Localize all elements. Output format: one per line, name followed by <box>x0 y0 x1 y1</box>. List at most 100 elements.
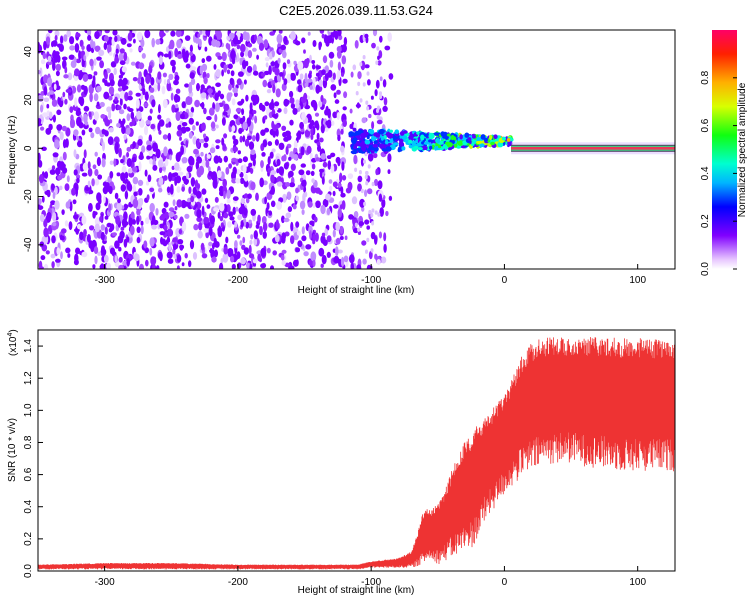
noise-mark <box>320 263 324 268</box>
noise-mark <box>235 178 241 184</box>
noise-mark <box>214 114 218 123</box>
noise-mark <box>43 218 48 228</box>
noise-mark <box>172 65 176 74</box>
colorbar-label: Normalized spectral amplitude <box>737 82 748 217</box>
noise-mark <box>207 88 213 94</box>
noise-mark <box>326 119 332 129</box>
noise-mark <box>121 165 127 175</box>
transition-mark <box>389 137 394 144</box>
noise-mark <box>315 200 321 209</box>
noise-mark <box>235 169 241 175</box>
noise-mark <box>201 122 206 131</box>
noise-mark <box>206 154 211 159</box>
noise-mark <box>181 221 187 232</box>
noise-mark <box>312 202 316 209</box>
noise-mark <box>238 127 243 134</box>
chart-title: C2E5.2026.039.11.53.G24 <box>279 3 433 18</box>
noise-mark <box>337 134 341 142</box>
noise-mark <box>326 155 332 160</box>
noise-mark <box>253 70 259 76</box>
noise-mark <box>123 203 128 211</box>
noise-mark <box>315 72 320 77</box>
noise-mark <box>61 209 65 216</box>
noise-mark <box>102 141 105 152</box>
noise-mark <box>103 254 109 263</box>
noise-mark <box>355 91 359 96</box>
noise-mark <box>223 246 228 255</box>
noise-mark <box>276 33 283 44</box>
x-tick-label: -200 <box>228 275 248 286</box>
noise-mark <box>64 220 69 227</box>
transition-mark <box>380 135 384 141</box>
noise-mark <box>50 253 56 259</box>
transition-mark <box>434 146 439 151</box>
noise-mark <box>366 225 371 230</box>
noise-mark <box>191 56 196 63</box>
noise-mark <box>209 147 216 154</box>
noise-mark <box>317 144 321 152</box>
noise-mark <box>281 215 285 224</box>
noise-mark <box>51 165 56 171</box>
noise-mark <box>331 120 335 126</box>
noise-mark <box>299 200 306 210</box>
noise-mark <box>356 264 362 269</box>
noise-mark <box>372 30 378 37</box>
noise-mark <box>342 119 348 127</box>
noise-mark <box>73 149 77 158</box>
noise-mark <box>106 106 112 113</box>
noise-mark <box>206 116 212 121</box>
noise-mark <box>112 30 118 36</box>
noise-mark <box>332 72 336 80</box>
noise-mark <box>94 168 99 177</box>
noise-mark <box>330 152 336 158</box>
noise-mark <box>201 58 206 64</box>
noise-mark <box>159 166 163 174</box>
noise-mark <box>83 113 88 124</box>
noise-mark <box>93 111 100 121</box>
noise-mark <box>367 164 371 169</box>
noise-mark <box>118 147 122 158</box>
noise-mark <box>199 102 205 108</box>
noise-mark <box>334 99 340 104</box>
noise-mark <box>229 77 234 86</box>
noise-mark <box>290 221 294 232</box>
noise-mark <box>332 229 336 238</box>
noise-mark <box>62 91 66 98</box>
noise-mark <box>362 258 367 265</box>
noise-mark <box>349 108 353 114</box>
noise-mark <box>255 132 260 142</box>
noise-mark <box>339 172 343 183</box>
noise-mark <box>158 104 161 114</box>
noise-mark <box>340 128 344 135</box>
noise-mark <box>320 94 324 103</box>
noise-mark <box>348 214 354 220</box>
noise-mark <box>277 57 281 64</box>
noise-mark <box>213 155 220 164</box>
noise-mark <box>54 200 60 210</box>
transition-mark <box>378 143 386 148</box>
y-tick-label: -40 <box>23 237 34 252</box>
noise-mark <box>243 217 247 227</box>
noise-mark <box>168 148 173 155</box>
noise-mark <box>95 85 102 93</box>
noise-mark <box>185 63 191 69</box>
noise-mark <box>296 230 301 236</box>
noise-mark <box>96 101 100 107</box>
noise-mark <box>320 124 325 134</box>
noise-mark <box>117 198 121 204</box>
noise-mark <box>276 201 282 210</box>
noise-mark <box>54 51 60 56</box>
noise-mark <box>115 141 119 150</box>
noise-mark <box>297 60 304 71</box>
noise-mark <box>174 214 178 220</box>
noise-mark <box>140 76 145 87</box>
noise-mark <box>43 97 50 103</box>
noise-mark <box>90 39 94 49</box>
noise-mark <box>109 247 116 255</box>
noise-mark <box>184 177 189 185</box>
transition-mark <box>370 150 375 154</box>
noise-mark <box>72 199 77 205</box>
spectrogram-marks <box>38 30 675 269</box>
noise-mark <box>169 185 174 195</box>
noise-mark <box>387 32 393 42</box>
